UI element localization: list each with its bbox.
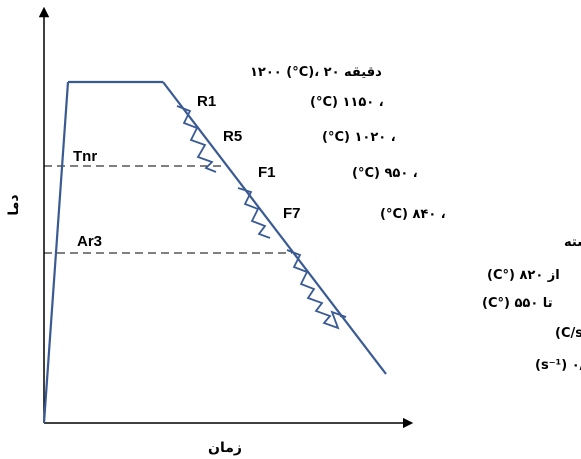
pass-f1: F1 (°C) ۹۵۰ ، <box>258 164 418 181</box>
x-axis-title: زمان <box>208 440 242 456</box>
pass-temperature: (°C) ۱۰۲۰ ، <box>322 130 396 145</box>
y-axis-title: دما <box>6 194 22 215</box>
pass-r5: R5 (°C) ۱۰۲۰ ، <box>223 128 396 145</box>
pass-code: F7 <box>283 205 301 222</box>
notes-end-temp: تا ۵۵۰ (°C) <box>482 296 553 311</box>
pass-f7: F7 (°C) ۸۴۰ ، <box>283 205 446 222</box>
pass-temperature: (°C) ۱۱۵۰ ، <box>310 95 384 110</box>
finish-rolling-zigzag <box>237 187 271 239</box>
pass-temperature: (°C) ۸۴۰ ، <box>380 207 446 222</box>
pass-code: R5 <box>223 128 242 145</box>
pass-code: F1 <box>258 164 276 181</box>
rough-rolling-zigzag <box>176 105 217 173</box>
cooling-line <box>162 81 387 375</box>
notes-start-temp: از ۸۲۰ (°C) <box>487 268 560 283</box>
notes-cooling-rate: سرعت سرد کردن ۱ (°C/s) <box>555 326 581 341</box>
soaking-label: ۱۲۰۰ (°C)، ۲۰ دقیقه <box>250 65 382 80</box>
notes-strain-rate: نرخ کرنش ۰/۰۰۱ (s⁻¹) <box>535 358 581 373</box>
pass-temperature: (°C) ۹۵۰ ، <box>352 166 418 181</box>
pass-r1: R1 (°C) ۱۱۵۰ ، <box>197 93 384 110</box>
tnr-label: Tnr <box>73 148 97 165</box>
cooling-notes: پیچش با سرمایش پیوسته از ۸۲۰ (°C) تا ۵۵۰… <box>482 235 581 373</box>
continuous-cooling-torsion-zigzag <box>286 249 347 330</box>
pass-code: R1 <box>197 93 216 110</box>
ar3-label: Ar3 <box>77 233 102 250</box>
notes-title: پیچش با سرمایش پیوسته <box>564 235 581 250</box>
heating-ramp <box>42 81 70 424</box>
